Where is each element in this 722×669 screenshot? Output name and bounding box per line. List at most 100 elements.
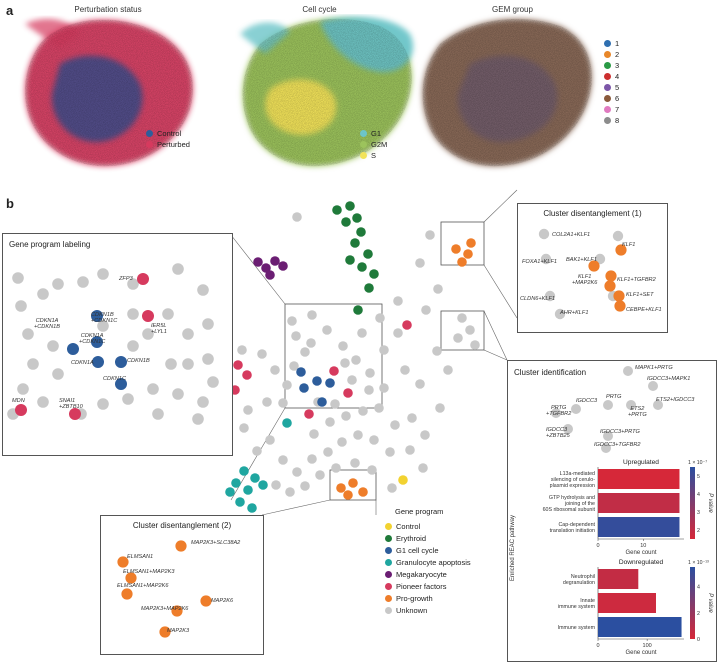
scatter-point-unknown xyxy=(390,420,400,430)
legend-swatch xyxy=(604,95,611,102)
legend-swatch xyxy=(385,594,392,602)
legend-item-control: Control xyxy=(385,520,471,532)
legend-item-g1-cell-cycle: G1 cell cycle xyxy=(385,544,471,556)
dot-pro-growth xyxy=(615,244,627,256)
scatter-point-unknown xyxy=(453,333,463,343)
label-cdkn1c: CDKN1C xyxy=(103,376,127,382)
dot-unknown xyxy=(626,400,636,410)
y-axis-label: Enriched REAC pathway xyxy=(510,515,516,581)
label-igdcc3-mapk1: IGDCC3+MAPK1 xyxy=(647,376,691,382)
colorbar-label: P value xyxy=(707,593,713,613)
legend-title: Gene program xyxy=(395,507,444,516)
scatter-point-g1 xyxy=(312,376,322,386)
cluster-id-dots xyxy=(551,366,663,453)
label-igdcc3-prtg: IGDCC3+PRTG xyxy=(600,429,640,435)
scatter-point-gra xyxy=(225,487,235,497)
scatter-point-unknown xyxy=(418,463,428,473)
cluster1-dots xyxy=(538,228,627,320)
chart-title: Downregulated xyxy=(619,559,664,566)
legend-label: 2 xyxy=(615,50,620,59)
dot-unknown xyxy=(601,443,611,453)
legend-swatch xyxy=(146,141,153,148)
scatter-point-unknown xyxy=(237,345,247,355)
scatter-point-gra xyxy=(250,473,260,483)
dot-unknown xyxy=(165,358,177,370)
scatter-point-pro xyxy=(358,487,368,497)
scatter-point-unknown xyxy=(353,430,363,440)
dot-pioneer xyxy=(69,408,81,420)
dot-unknown xyxy=(192,413,204,425)
label-igdcc3-zbtb25: IGDCC3 +ZBTB25 xyxy=(546,427,570,439)
scatter-point-unknown xyxy=(243,405,253,415)
legend-swatch xyxy=(385,534,392,542)
legend-label: G1 xyxy=(371,129,382,138)
legend-item-gem-6: 6 xyxy=(604,93,619,104)
legend-item-gem-7: 7 xyxy=(604,104,619,115)
dot-unknown xyxy=(22,328,34,340)
legend-item-g1: G1 xyxy=(360,128,387,139)
x-axis-label: Gene count xyxy=(625,650,656,656)
dot-pioneer xyxy=(142,310,154,322)
legend-swatch xyxy=(604,51,611,58)
scatter-point-pio xyxy=(233,360,243,370)
zoom-region-cluster-id xyxy=(440,310,485,351)
scatter-point-gra xyxy=(282,418,292,428)
dot-pro-growth xyxy=(604,280,616,292)
dot-unknown xyxy=(17,383,29,395)
legend-item-erythroid: Erythroid xyxy=(385,532,471,544)
scatter-point-unknown xyxy=(358,406,368,416)
legend-item-gem-3: 3 xyxy=(604,60,619,71)
scatter-point-mega xyxy=(265,270,275,280)
dot-unknown xyxy=(540,253,552,265)
label-cebpe-klf1: CEBPE+KLF1 xyxy=(626,307,662,313)
bar xyxy=(598,593,656,613)
scatter-point-ery xyxy=(369,269,379,279)
dot-unknown xyxy=(197,396,209,408)
scatter-point-unknown xyxy=(357,328,367,338)
legend-label: Pro-growth xyxy=(396,593,433,603)
scatter-point-unknown xyxy=(340,358,350,368)
scatter-point-mega xyxy=(278,261,288,271)
scatter-point-ery xyxy=(356,227,366,237)
bar xyxy=(598,493,680,513)
umap-title-gem-group: GEM group xyxy=(492,5,533,14)
scatter-point-unknown xyxy=(432,346,442,356)
category-label: translation initiation xyxy=(550,528,595,534)
category-label: immune system xyxy=(558,604,596,610)
legend-swatch xyxy=(604,73,611,80)
label-zfp3: ZFP3 xyxy=(119,276,133,282)
dot-pro-growth xyxy=(121,588,133,600)
cluster-identification-panel: Cluster identification MAPK1+PRTG IGDCC3… xyxy=(507,360,717,662)
gene-program-legend: Gene program Control Erythroid G1 cell cyc… xyxy=(385,507,471,616)
scatter-point-unknown xyxy=(252,446,262,456)
dot-unknown xyxy=(127,278,139,290)
legend-item-s: S xyxy=(360,150,387,161)
legend-swatch xyxy=(604,62,611,69)
dot-pro-growth xyxy=(171,605,183,617)
legend-item-gem-2: 2 xyxy=(604,49,619,60)
legend-swatch xyxy=(385,558,392,566)
colorbar-tick-label: 2 xyxy=(697,528,700,534)
scatter-point-ery xyxy=(345,255,355,265)
legend-item-gem-1: 1 xyxy=(604,38,619,49)
dot-unknown xyxy=(127,340,139,352)
legend-swatch xyxy=(604,84,611,91)
scatter-point-unknown xyxy=(289,361,299,371)
dot-pro-growth xyxy=(125,572,137,584)
colorbar-tick-label: 4 xyxy=(697,492,700,498)
scatter-point-pio xyxy=(402,320,412,330)
label-ets2-igdcc3: ETS2+IGDCC3 xyxy=(656,397,695,403)
dot-unknown xyxy=(37,396,49,408)
scatter-point-unknown xyxy=(270,365,280,375)
legend-item-gem-5: 5 xyxy=(604,82,619,93)
cluster-disentanglement-2-box: Cluster disentanglement (2) MAP2K3+SLC38… xyxy=(100,515,264,655)
dot-unknown xyxy=(554,308,566,320)
legend-label: G2M xyxy=(371,140,388,149)
scatter-point-unknown xyxy=(387,483,397,493)
scatter-point-unknown xyxy=(323,447,333,457)
legend-swatch xyxy=(385,546,392,554)
scatter-point-g1 xyxy=(296,367,306,377)
bar xyxy=(598,469,680,489)
scatter-point-g1 xyxy=(299,383,309,393)
scatter-point-ery xyxy=(364,283,374,293)
